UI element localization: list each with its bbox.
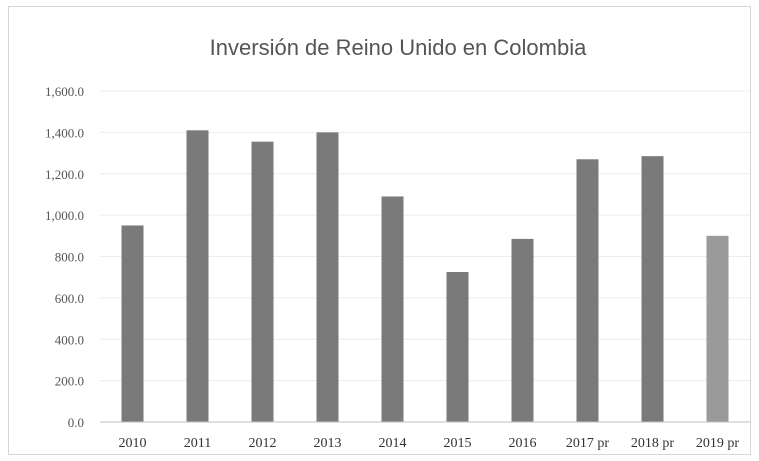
x-tick-label: 2019 pr (696, 436, 740, 451)
chart-title: Inversión de Reino Unido en Colombia (210, 35, 587, 60)
x-axis: 2010 2011 2012 2013 2014 2015 2016 2017 pr 2018 … (100, 421, 750, 451)
y-axis: 0.0 200.0 400.0 600.0 800.0 1,000.0 1,200.0 1,4… (45, 84, 84, 430)
x-tick-label: 2011 (184, 436, 211, 451)
bar-2010 (121, 225, 144, 422)
y-tick-label: 1,400.0 (45, 125, 84, 140)
y-tick-label: 200.0 (55, 374, 84, 389)
x-tick-label: 2014 (379, 436, 407, 451)
y-tick-label: 1,000.0 (45, 208, 84, 223)
y-tick-label: 0.0 (68, 415, 84, 430)
y-tick-label: 1,600.0 (45, 84, 84, 99)
bar-2016 (511, 238, 534, 422)
x-tick-label: 2013 (314, 436, 342, 451)
bar-2014 (381, 196, 404, 422)
x-tick-label: 2016 (509, 436, 537, 451)
y-tick-label: 600.0 (55, 291, 84, 306)
bar-2018-pr (641, 156, 664, 422)
bar-2011 (186, 130, 209, 422)
x-tick-label: 2017 pr (566, 436, 610, 451)
bar-2017-pr (576, 159, 599, 423)
y-tick-label: 1,200.0 (45, 167, 84, 182)
bar-2012 (251, 141, 274, 422)
x-tick-label: 2018 pr (631, 436, 675, 451)
x-tick-label: 2015 (444, 436, 472, 451)
bars (121, 130, 729, 423)
y-tick-label: 400.0 (55, 332, 84, 347)
bar-2013 (316, 132, 339, 422)
x-tick-label: 2010 (119, 436, 147, 451)
bar-2015 (446, 272, 469, 422)
bar-2019-pr (706, 235, 729, 422)
y-tick-label: 800.0 (55, 250, 84, 265)
x-tick-label: 2012 (249, 436, 277, 451)
